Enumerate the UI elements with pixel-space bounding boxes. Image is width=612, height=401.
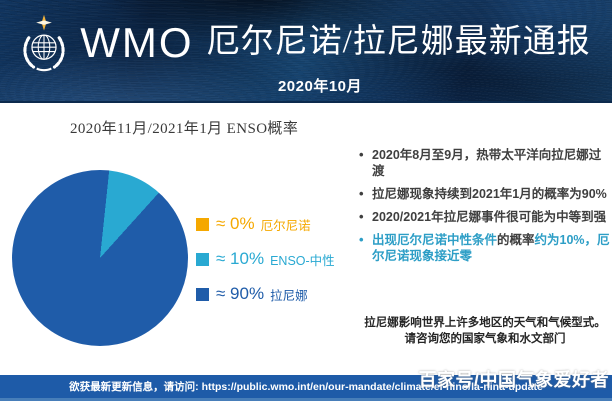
legend-item: ≈ 10% ENSO-中性 <box>196 248 335 270</box>
legend-label: 厄尔尼诺 <box>260 218 311 233</box>
legend-item: ≈ 0% 厄尔尼诺 <box>196 213 335 235</box>
bullet-text-segment: 拉尼娜现象持续到2021年1月的概率为90% <box>372 187 607 201</box>
legend-label: ENSO-中性 <box>270 253 335 268</box>
legend-percentage: ≈ 90% <box>216 284 265 303</box>
footer-link[interactable]: https://public.wmo.int/en/our-mandate/cl… <box>201 381 543 393</box>
legend-swatch-icon <box>196 252 209 266</box>
legend-percentage: ≈ 0% <box>216 214 255 233</box>
bullet-text-segment: 2020年8月至9月，热带太平洋向拉尼娜过渡 <box>372 148 602 178</box>
bullet-item: 拉尼娜现象持续到2021年1月的概率为90% <box>359 186 610 203</box>
bullet-text-segment: 的概率 <box>497 233 535 247</box>
footer-text: 欲获最新更新信息，请访问: https://public.wmo.int/en/… <box>69 379 543 394</box>
title-row: WMO 厄尔尼诺/拉尼娜最新通报 <box>0 14 612 72</box>
legend-swatch-icon <box>196 217 209 231</box>
legend-label: 拉尼娜 <box>270 288 308 303</box>
bullet-item: 2020年8月至9月，热带太平洋向拉尼娜过渡 <box>359 147 610 179</box>
bullet-text-segment: 出现厄尔尼诺中性条件 <box>372 233 498 247</box>
legend-item: ≈ 90% 拉尼娜 <box>196 283 335 305</box>
bullet-text-segment: 2020/2021年拉尼娜事件很可能为中等到强 <box>372 210 607 224</box>
legend-percentage: ≈ 10% <box>216 249 265 268</box>
bullet-list: 2020年8月至9月，热带太平洋向拉尼娜过渡拉尼娜现象持续到2021年1月的概率… <box>359 147 610 271</box>
bullet-item: 2020/2021年拉尼娜事件很可能为中等到强 <box>359 209 610 226</box>
pie-legend: ≈ 0% 厄尔尼诺 ≈ 10% ENSO-中性 ≈ 90% 拉尼娜 <box>196 213 335 318</box>
watermark: 百家号/中国气象爱好者 <box>418 370 609 390</box>
header-banner: WMO 厄尔尼诺/拉尼娜最新通报 2020年10月 <box>0 0 612 103</box>
enso-probability-pie-chart <box>12 170 188 346</box>
page-title: 厄尔尼诺/拉尼娜最新通报 <box>206 24 591 61</box>
advisory-note: 拉尼娜影响世界上许多地区的天气和气候型式。请咨询您的国家气象和水文部门 <box>364 317 606 345</box>
wmo-logo-icon <box>23 14 65 72</box>
legend-swatch-icon <box>196 287 209 301</box>
chart-title: 2020年11月/2021年1月 ENSO概率 <box>70 121 299 137</box>
bullet-item: 出现厄尔尼诺中性条件的概率约为10%，厄尔尼诺现象接近零 <box>359 232 610 264</box>
issue-date: 2020年10月 <box>277 78 363 95</box>
footer-bar: 欲获最新更新信息，请访问: https://public.wmo.int/en/… <box>0 375 612 401</box>
bullet-text-segment: 约为10%，厄尔尼诺现象接近零 <box>372 233 610 263</box>
footer-label: 欲获最新更新信息，请访问: <box>69 381 199 393</box>
org-name: WMO <box>80 19 194 66</box>
